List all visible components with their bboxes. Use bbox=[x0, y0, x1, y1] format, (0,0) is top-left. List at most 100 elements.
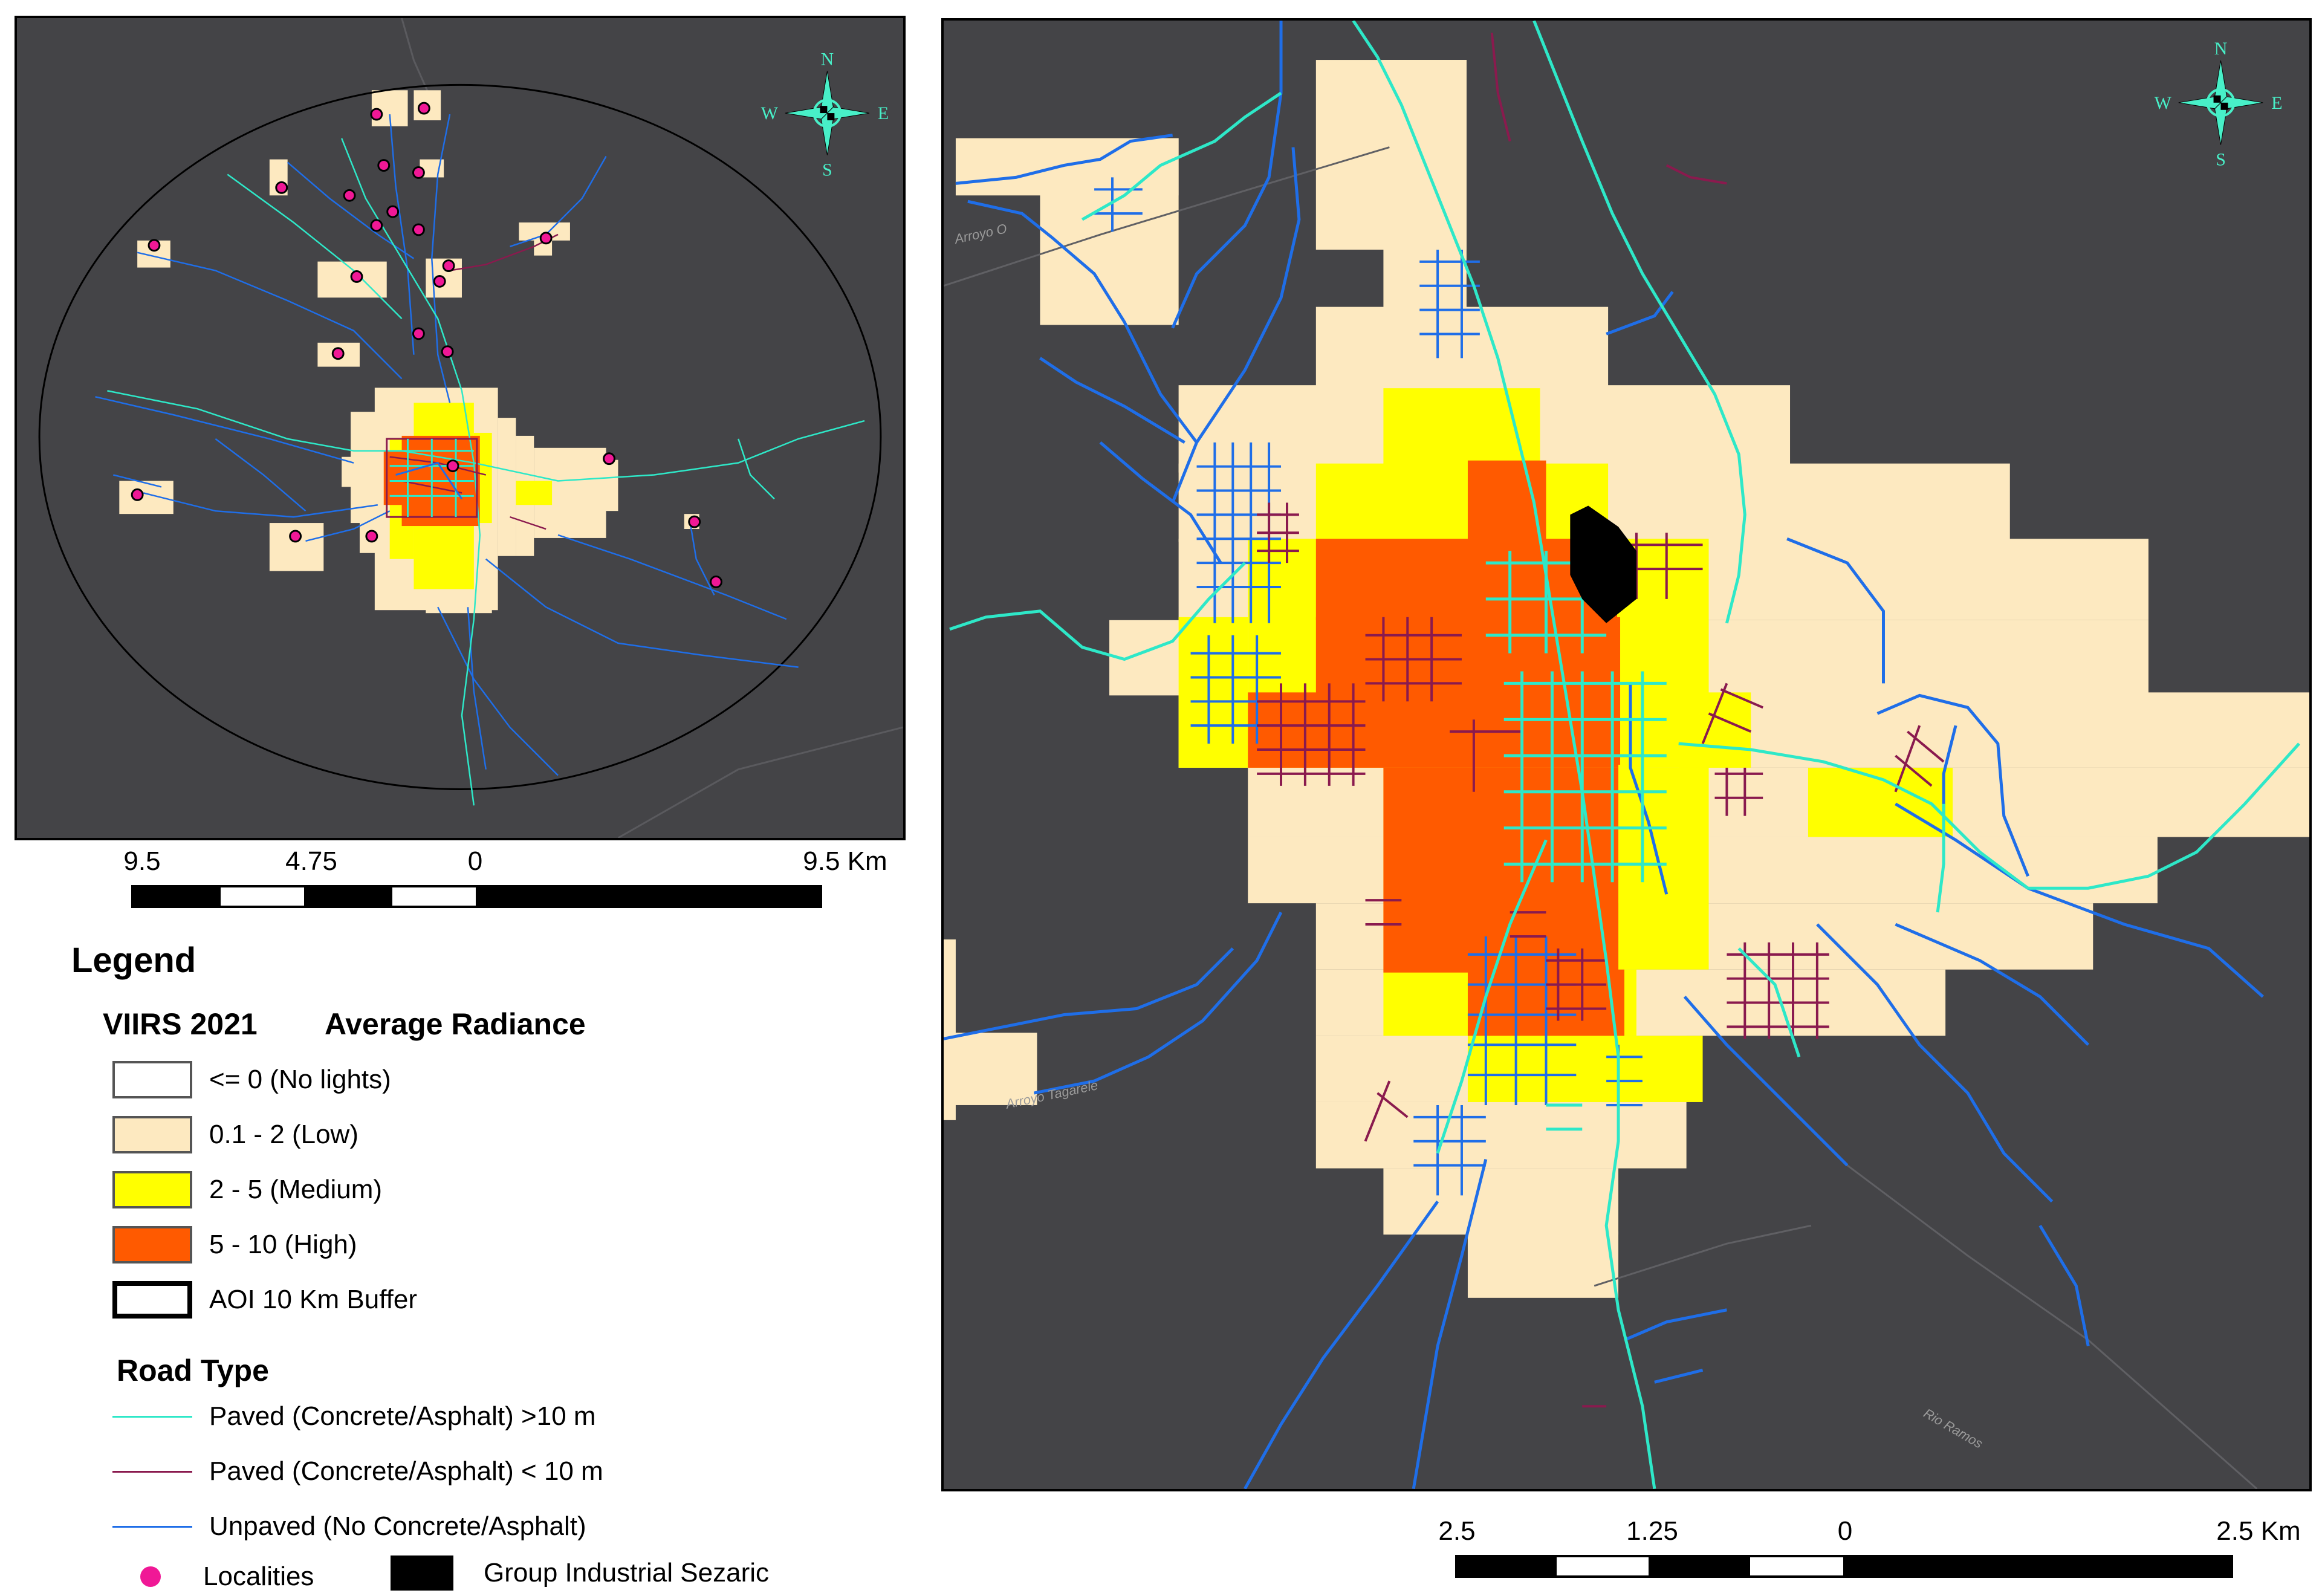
locality-point[interactable] bbox=[446, 459, 459, 473]
legend-label: <= 0 (No lights) bbox=[209, 1065, 391, 1094]
background-lines-detail bbox=[944, 146, 2258, 1489]
locality-point[interactable] bbox=[289, 530, 302, 543]
legend-label: Paved (Concrete/Asphalt) >10 m bbox=[209, 1401, 596, 1431]
locality-point[interactable] bbox=[441, 345, 454, 358]
industrial-site-polygon[interactable] bbox=[1570, 505, 1636, 623]
legend-item-unpaved: Unpaved (No Concrete/Asphalt) bbox=[112, 1511, 586, 1542]
locality-point[interactable] bbox=[131, 488, 144, 501]
localities-dot-icon bbox=[140, 1566, 161, 1587]
locality-point[interactable] bbox=[539, 232, 553, 245]
radiance-grid-detail bbox=[944, 60, 2309, 1298]
scale-segment bbox=[1554, 1555, 1651, 1578]
scale-tick: 0 bbox=[467, 846, 483, 876]
scale-segment bbox=[304, 885, 392, 908]
scale-segment bbox=[131, 885, 221, 908]
overview-map[interactable]: N S E W bbox=[15, 16, 906, 840]
legend-label: 5 - 10 (High) bbox=[209, 1230, 357, 1259]
unpaved-grid-detail bbox=[1094, 177, 1643, 1196]
locality-point[interactable] bbox=[331, 347, 345, 360]
legend-item-paved-narrow: Paved (Concrete/Asphalt) < 10 m bbox=[112, 1456, 603, 1487]
locality-point[interactable] bbox=[412, 166, 425, 179]
compass-e: E bbox=[2271, 93, 2282, 113]
legend-label: AOI 10 Km Buffer bbox=[209, 1285, 418, 1314]
industrial-swatch bbox=[391, 1555, 453, 1591]
legend-item-paved-wide: Paved (Concrete/Asphalt) >10 m bbox=[112, 1401, 596, 1432]
legend-label: 2 - 5 (Medium) bbox=[209, 1175, 383, 1204]
swatch-no-lights bbox=[112, 1061, 192, 1098]
legend-item-high: 5 - 10 (High) bbox=[112, 1226, 357, 1264]
scale-segment bbox=[1455, 1555, 1557, 1578]
line-swatch-paved-wide bbox=[112, 1415, 192, 1418]
town-core-overview bbox=[386, 438, 478, 518]
legend-label: Localities bbox=[203, 1562, 314, 1591]
localities-overview bbox=[131, 102, 722, 588]
locality-point[interactable] bbox=[688, 515, 701, 528]
label-arroyo-o: Arroyo O bbox=[952, 221, 1008, 247]
aoi-buffer-circle bbox=[38, 83, 882, 790]
locality-point[interactable] bbox=[350, 270, 363, 283]
locality-point[interactable] bbox=[148, 239, 161, 252]
legend-item-buffer: AOI 10 Km Buffer bbox=[112, 1281, 417, 1319]
radiance-title: VIIRS 2021 bbox=[103, 1007, 258, 1041]
scale-segment bbox=[1843, 1555, 2233, 1578]
scale-tick: 9.5 Km bbox=[803, 846, 887, 876]
north-arrow-icon: N S E W bbox=[761, 50, 889, 180]
swatch-buffer bbox=[112, 1281, 192, 1319]
compass-s: S bbox=[2216, 149, 2226, 169]
legend-item-no-lights: <= 0 (No lights) bbox=[112, 1061, 391, 1098]
locality-point[interactable] bbox=[275, 181, 288, 194]
legend-label: 0.1 - 2 (Low) bbox=[209, 1120, 358, 1149]
scale-segment bbox=[476, 885, 822, 908]
swatch-high bbox=[112, 1226, 192, 1264]
line-swatch-paved-narrow bbox=[112, 1470, 192, 1473]
swatch-low bbox=[112, 1116, 192, 1153]
swatch-medium bbox=[112, 1171, 192, 1208]
locality-point[interactable] bbox=[412, 223, 425, 236]
scale-segment bbox=[218, 885, 306, 908]
compass-s: S bbox=[822, 160, 832, 180]
paved-wide-detail bbox=[949, 21, 2300, 1489]
scale-tick: 9.5 bbox=[123, 846, 161, 876]
road-network-overview bbox=[95, 114, 865, 806]
legend-label: Paved (Concrete/Asphalt) < 10 m bbox=[209, 1456, 603, 1486]
compass-n: N bbox=[821, 50, 834, 70]
locality-point[interactable] bbox=[370, 108, 383, 121]
radiance-subtitle: Average Radiance bbox=[325, 1007, 586, 1041]
scale-segment bbox=[1649, 1555, 1750, 1578]
legend-item-industrial: Group Industrial Sezaric bbox=[391, 1555, 769, 1591]
locality-point[interactable] bbox=[412, 327, 425, 340]
label-rio-ramos: Rio Ramos bbox=[1921, 1406, 1985, 1452]
overview-map-canvas: N S E W bbox=[38, 18, 903, 838]
unpaved-roads-detail bbox=[944, 21, 2264, 1489]
scale-tick: 4.75 bbox=[285, 846, 337, 876]
locality-point[interactable] bbox=[442, 259, 455, 273]
locality-point[interactable] bbox=[370, 219, 383, 232]
locality-point[interactable] bbox=[386, 205, 400, 218]
scale-tick: 2.5 Km bbox=[2216, 1516, 2301, 1546]
locality-point[interactable] bbox=[433, 274, 446, 288]
scale-tick: 1.25 bbox=[1626, 1516, 1678, 1546]
radiance-grid-overview bbox=[119, 90, 699, 614]
compass-w: W bbox=[2155, 93, 2172, 113]
legend-label: Unpaved (No Concrete/Asphalt) bbox=[209, 1511, 586, 1541]
locality-point[interactable] bbox=[710, 576, 722, 588]
locality-point[interactable] bbox=[417, 102, 430, 115]
scale-segment bbox=[390, 885, 478, 908]
scale-tick: 0 bbox=[1837, 1516, 1853, 1546]
locality-point[interactable] bbox=[377, 159, 391, 172]
legend-title: Legend bbox=[71, 941, 196, 980]
detail-map[interactable]: Arroyo O Arroyo Tagarele Rio Ramos N S E… bbox=[941, 18, 2312, 1491]
detail-map-canvas: Arroyo O Arroyo Tagarele Rio Ramos N S E… bbox=[944, 21, 2309, 1489]
legend-item-medium: 2 - 5 (Medium) bbox=[112, 1171, 382, 1208]
compass-w: W bbox=[761, 103, 779, 123]
legend-item-localities: Localities bbox=[112, 1562, 314, 1592]
locality-point[interactable] bbox=[365, 530, 378, 543]
legend-item-low: 0.1 - 2 (Low) bbox=[112, 1116, 358, 1153]
paved-narrow-detail bbox=[1257, 33, 1945, 1408]
compass-n: N bbox=[2214, 39, 2228, 59]
north-arrow-icon: N S E W bbox=[2155, 39, 2283, 169]
compass-e: E bbox=[878, 103, 889, 123]
road-type-title: Road Type bbox=[117, 1354, 269, 1387]
locality-point[interactable] bbox=[603, 452, 615, 465]
locality-point[interactable] bbox=[343, 189, 356, 202]
